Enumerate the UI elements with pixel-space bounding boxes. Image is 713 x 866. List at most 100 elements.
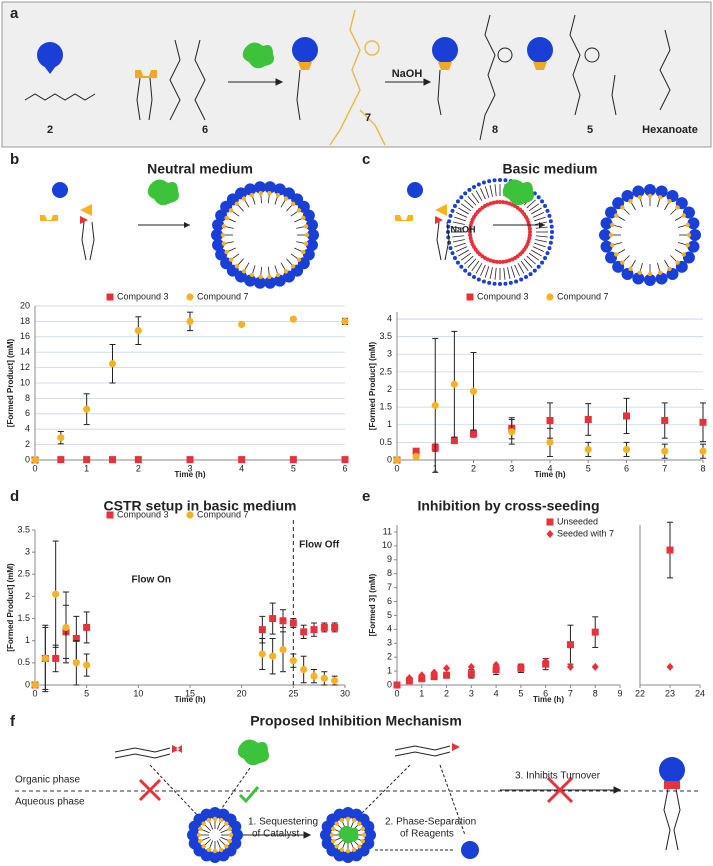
legend-label: Compound 7 xyxy=(557,291,609,301)
lipid-head xyxy=(526,220,531,225)
amphiphile-tail xyxy=(395,204,447,221)
lipid-link xyxy=(220,232,226,238)
y-tick-label: 1 xyxy=(387,665,392,675)
lipid-link xyxy=(212,816,218,822)
lipid-tail xyxy=(532,246,545,252)
y-tick-label: 3 xyxy=(387,638,392,648)
legend-label: Compound 3 xyxy=(117,509,169,519)
lipid-tail xyxy=(452,235,465,238)
lipid-head xyxy=(468,230,472,234)
marker xyxy=(467,662,475,671)
marker xyxy=(289,315,297,323)
lipid-link xyxy=(360,826,365,832)
y-tick-label: 0.5 xyxy=(379,437,392,447)
lipid-link xyxy=(224,215,229,221)
lipid-head xyxy=(543,256,548,260)
y-axis-label: [Formed Product] (mM) xyxy=(6,563,15,652)
lipid-link xyxy=(218,818,224,823)
legend-label: Compound 7 xyxy=(197,291,249,301)
lipid-link xyxy=(290,201,296,206)
lipid-tail xyxy=(503,267,506,280)
lipid-link xyxy=(361,832,367,838)
lipid-head xyxy=(244,274,257,287)
y-tick-label: 8 xyxy=(387,568,392,578)
marker xyxy=(623,412,630,420)
x-tick-label: 6 xyxy=(624,463,629,473)
lipid-link xyxy=(628,266,633,271)
y-tick-label: 10 xyxy=(20,377,30,387)
y-tick-label: 2.5 xyxy=(379,366,392,376)
lipid-link xyxy=(610,222,615,228)
lipid-head xyxy=(548,219,553,224)
lipid-link xyxy=(647,193,653,199)
marker xyxy=(289,456,297,464)
panel-label: d xyxy=(10,488,19,505)
lipid-link xyxy=(304,232,310,238)
lipid-link xyxy=(283,196,289,201)
lipid-link xyxy=(249,272,255,278)
lipid-link xyxy=(685,242,690,248)
lipid-tail xyxy=(458,207,470,215)
x-tick-label: 4 xyxy=(494,688,499,698)
y-tick-label: 12 xyxy=(20,362,30,372)
chart-title: CSTR setup in basic medium xyxy=(104,498,297,514)
annotation: Flow Off xyxy=(299,540,340,551)
lipid-head xyxy=(472,275,476,280)
chart-title: Inhibition by cross-seeding xyxy=(417,498,599,514)
lipid-link xyxy=(334,821,339,826)
marker xyxy=(289,619,297,627)
legend-marker xyxy=(466,293,474,301)
lipid-head xyxy=(472,184,476,189)
lipid-tail xyxy=(535,226,548,229)
lipid-link xyxy=(228,208,234,213)
lipid-link xyxy=(345,816,351,822)
lipid-head xyxy=(494,259,499,264)
y-tick-label: 2.5 xyxy=(17,569,30,579)
lipid-head xyxy=(644,184,656,196)
y-tick-label: 2 xyxy=(387,384,392,394)
lipid-head xyxy=(550,230,554,234)
panel-label: c xyxy=(362,151,370,168)
lipid-head xyxy=(532,268,537,273)
lipid-head xyxy=(528,230,532,234)
marker xyxy=(279,645,287,654)
lipid-link xyxy=(296,257,302,262)
lipid-link xyxy=(628,199,633,204)
y-tick-label: 6 xyxy=(387,596,392,606)
lipid-tail xyxy=(452,226,465,229)
marker xyxy=(467,670,475,678)
lipid-tail xyxy=(480,187,486,200)
marker xyxy=(661,417,669,425)
tail xyxy=(81,221,87,261)
lipid-head xyxy=(548,240,553,245)
y-tick-label: 1 xyxy=(25,635,30,645)
lipid-head xyxy=(501,200,506,205)
marker xyxy=(300,665,308,674)
tail xyxy=(436,221,442,261)
lipid-head xyxy=(549,235,554,240)
lipid-head xyxy=(212,219,225,232)
panel-a-box xyxy=(1,1,712,148)
marker xyxy=(584,415,592,423)
lipid-tail xyxy=(454,242,466,248)
lipid-head xyxy=(448,246,453,251)
marker xyxy=(238,320,246,329)
lipid-head xyxy=(253,181,266,194)
marker xyxy=(72,635,80,642)
marker xyxy=(186,456,194,464)
lipid-head xyxy=(687,217,700,230)
lipid-head xyxy=(463,191,468,196)
y-tick-label: 18 xyxy=(20,316,30,326)
marker xyxy=(699,447,707,455)
compound-label: 7 xyxy=(365,112,371,124)
lipid-head xyxy=(212,238,225,251)
marker xyxy=(666,662,674,671)
lipid-tail xyxy=(530,207,542,215)
lipid-head xyxy=(468,223,473,228)
legend-label: Compound 3 xyxy=(117,291,169,301)
panel-label: a xyxy=(10,5,19,22)
marker xyxy=(57,434,65,442)
lipid-link xyxy=(681,252,686,257)
legend-marker xyxy=(186,293,194,301)
x-tick-label: 9 xyxy=(617,688,622,698)
